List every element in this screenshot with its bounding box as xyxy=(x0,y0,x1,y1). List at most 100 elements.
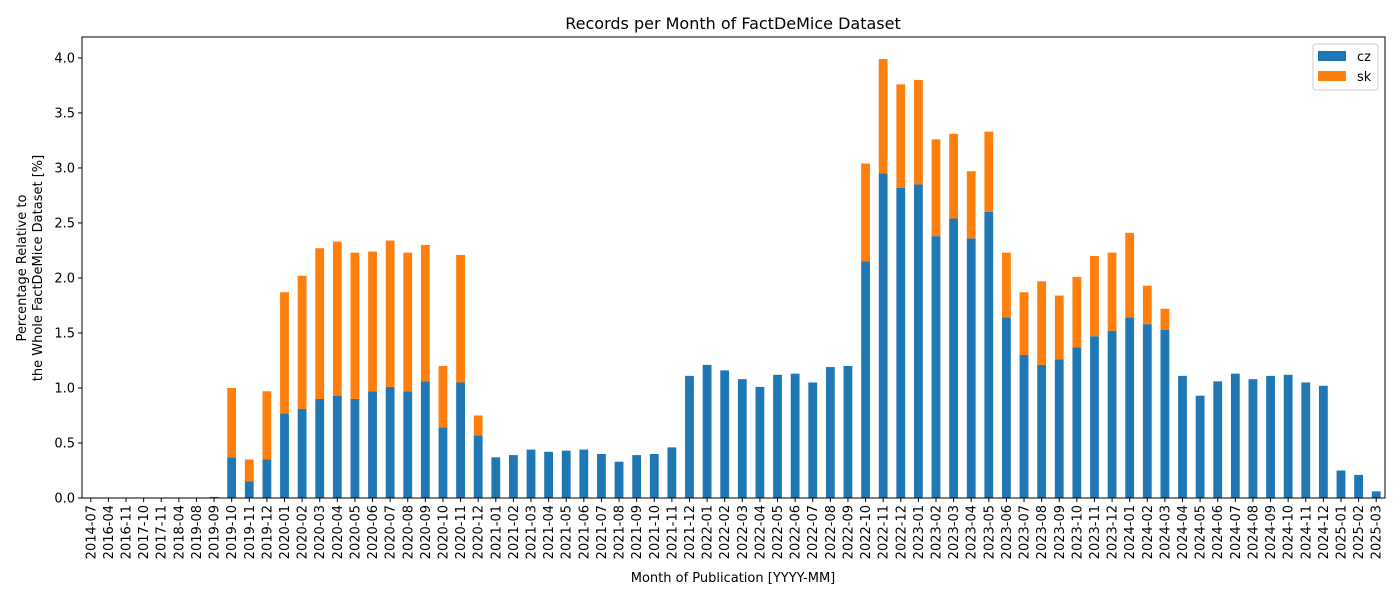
bar-cz-2024-04 xyxy=(1178,376,1187,498)
bar-sk-2023-09 xyxy=(1055,296,1064,360)
y-tick-label: 2.5 xyxy=(54,216,75,231)
bar-cz-2022-08 xyxy=(826,367,835,498)
bar-cz-2019-11 xyxy=(245,481,254,498)
x-tick-label: 2022-07 xyxy=(806,505,821,559)
x-tick-label: 2024-05 xyxy=(1194,505,1209,559)
bar-cz-2023-03 xyxy=(949,219,958,498)
bar-cz-2021-04 xyxy=(544,452,553,498)
x-tick-label: 2021-02 xyxy=(507,505,522,559)
bar-cz-2021-03 xyxy=(527,450,536,498)
x-tick-label: 2020-06 xyxy=(366,505,381,559)
bar-sk-2020-08 xyxy=(403,253,412,392)
x-tick-label: 2024-10 xyxy=(1282,505,1297,559)
x-tick-label: 2021-05 xyxy=(560,505,575,559)
y-tick-label: 4.0 xyxy=(54,51,75,66)
bar-cz-2021-08 xyxy=(615,462,624,498)
bar-cz-2022-03 xyxy=(738,379,747,498)
bar-cz-2021-02 xyxy=(509,455,518,498)
bar-cz-2023-06 xyxy=(1002,318,1011,498)
x-tick-label: 2021-11 xyxy=(665,505,680,559)
bar-cz-2023-05 xyxy=(984,212,993,498)
bar-cz-2020-12 xyxy=(474,435,483,498)
bar-cz-2020-10 xyxy=(439,428,448,498)
bar-cz-2021-09 xyxy=(632,455,641,498)
bar-sk-2023-11 xyxy=(1090,256,1099,336)
x-tick-label: 2022-08 xyxy=(824,505,839,559)
plot-frame xyxy=(82,37,1385,498)
x-tick-label: 2022-04 xyxy=(753,505,768,559)
bar-sk-2024-01 xyxy=(1125,233,1134,318)
legend-label-sk: sk xyxy=(1357,70,1372,85)
bar-cz-2022-11 xyxy=(879,173,888,498)
x-tick-label: 2019-12 xyxy=(260,505,275,559)
legend-label-cz: cz xyxy=(1357,50,1371,65)
bar-cz-2020-07 xyxy=(386,387,395,498)
bar-sk-2019-11 xyxy=(245,459,254,481)
x-tick-label: 2022-11 xyxy=(877,505,892,559)
legend-swatch-sk xyxy=(1318,71,1346,81)
x-tick-label: 2020-03 xyxy=(313,505,328,559)
x-tick-label: 2024-12 xyxy=(1317,505,1332,559)
x-tick-label: 2017-10 xyxy=(137,505,152,559)
y-axis-label-line2: the Whole FactDeMice Dataset [%] xyxy=(31,155,46,381)
y-tick-label: 1.0 xyxy=(54,381,75,396)
x-tick-label: 2023-01 xyxy=(912,505,927,559)
x-tick-label: 2020-10 xyxy=(436,505,451,559)
bar-sk-2020-09 xyxy=(421,245,430,381)
bar-cz-2022-05 xyxy=(773,375,782,498)
bar-sk-2023-07 xyxy=(1020,292,1029,355)
bar-cz-2021-12 xyxy=(685,376,694,498)
x-tick-label: 2022-06 xyxy=(789,505,804,559)
x-tick-label: 2022-09 xyxy=(841,505,856,559)
bar-cz-2024-08 xyxy=(1249,379,1258,498)
bar-cz-2020-02 xyxy=(298,409,307,498)
bar-cz-2022-02 xyxy=(720,370,729,498)
bar-cz-2021-01 xyxy=(491,457,500,498)
chart-title: Records per Month of FactDeMice Dataset xyxy=(565,14,901,33)
bar-cz-2020-09 xyxy=(421,381,430,498)
x-tick-label: 2016-11 xyxy=(120,505,135,559)
x-tick-label: 2021-10 xyxy=(648,505,663,559)
bar-cz-2022-09 xyxy=(844,366,853,498)
bar-cz-2023-09 xyxy=(1055,359,1064,498)
bar-cz-2024-09 xyxy=(1266,376,1275,498)
x-tick-label: 2023-12 xyxy=(1106,505,1121,559)
bar-sk-2019-10 xyxy=(227,388,236,457)
bar-cz-2020-03 xyxy=(315,399,324,498)
x-tick-label: 2024-09 xyxy=(1264,505,1279,559)
bar-cz-2020-08 xyxy=(403,391,412,498)
x-tick-label: 2023-08 xyxy=(1035,505,1050,559)
y-tick-label: 0.0 xyxy=(54,492,75,507)
x-tick-label: 2016-04 xyxy=(102,505,117,559)
x-tick-label: 2021-04 xyxy=(542,505,557,559)
x-tick-label: 2023-07 xyxy=(1018,505,1033,559)
x-tick-label: 2022-01 xyxy=(701,505,716,559)
bar-cz-2021-05 xyxy=(562,451,571,498)
bar-cz-2020-11 xyxy=(456,382,465,498)
bar-sk-2023-02 xyxy=(932,139,941,236)
bar-cz-2021-06 xyxy=(579,450,588,498)
bar-sk-2023-10 xyxy=(1072,277,1081,347)
y-tick-label: 3.5 xyxy=(54,106,75,121)
x-tick-label: 2023-02 xyxy=(929,505,944,559)
bar-sk-2020-03 xyxy=(315,248,324,399)
x-tick-label: 2024-08 xyxy=(1246,505,1261,559)
x-tick-label: 2019-08 xyxy=(190,505,205,559)
y-axis-label-line1: Percentage Relative to xyxy=(15,195,30,342)
y-tick-label: 3.0 xyxy=(54,161,75,176)
x-tick-label: 2021-09 xyxy=(630,505,645,559)
x-tick-label: 2021-12 xyxy=(683,505,698,559)
bar-cz-2024-11 xyxy=(1301,382,1310,498)
bar-sk-2023-01 xyxy=(914,80,923,185)
bar-cz-2020-04 xyxy=(333,396,342,498)
x-tick-label: 2017-11 xyxy=(155,505,170,559)
x-tick-label: 2023-05 xyxy=(982,505,997,559)
x-tick-label: 2020-08 xyxy=(401,505,416,559)
bar-cz-2023-10 xyxy=(1072,347,1081,498)
bar-cz-2021-07 xyxy=(597,454,606,498)
bar-sk-2020-06 xyxy=(368,252,377,392)
y-tick-label: 1.5 xyxy=(54,326,75,341)
x-tick-label: 2024-11 xyxy=(1299,505,1314,559)
bar-cz-2024-03 xyxy=(1160,330,1169,498)
